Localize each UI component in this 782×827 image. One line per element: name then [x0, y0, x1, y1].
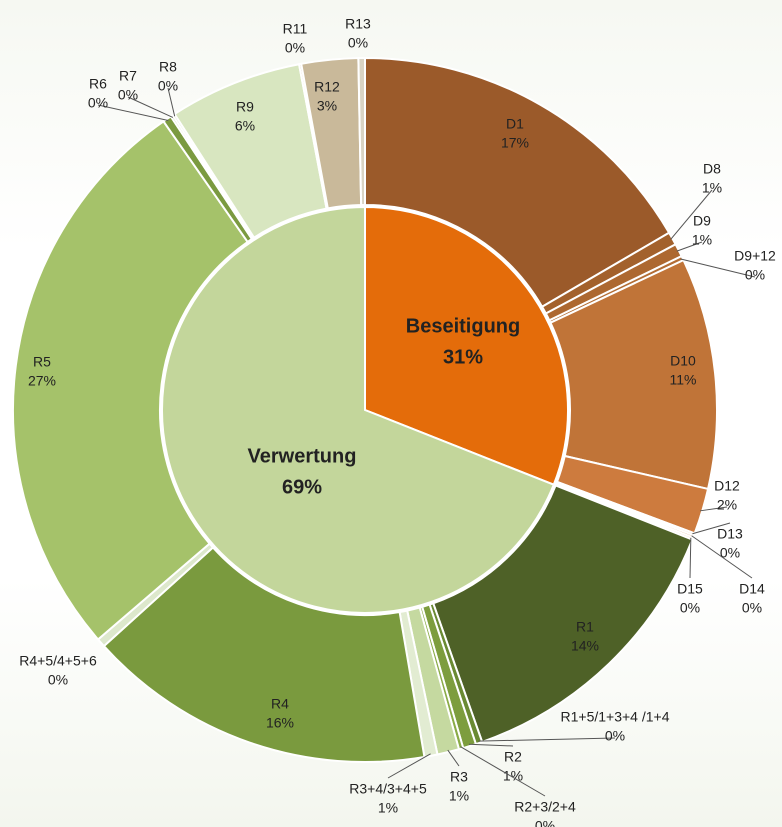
inner-value: 31%: [443, 346, 483, 368]
outer-value: 0%: [348, 35, 368, 51]
outer-label: R2: [504, 749, 522, 765]
outer-label: D12: [714, 478, 740, 494]
outer-slice: [431, 484, 694, 744]
outer-value: 1%: [449, 788, 469, 804]
outer-label: R4: [271, 696, 289, 712]
outer-label: D10: [670, 353, 696, 369]
outer-label: D1: [506, 116, 524, 132]
outer-label: D15: [677, 581, 703, 597]
leader-line: [460, 746, 546, 797]
outer-value: 3%: [317, 98, 337, 114]
leader-line: [478, 737, 616, 742]
outer-value: 0%: [680, 600, 700, 616]
inner-value: 69%: [282, 476, 322, 498]
leader-line: [700, 506, 728, 512]
leader-line: [689, 537, 692, 579]
outer-value: 0%: [605, 728, 625, 744]
outer-label: R11: [283, 21, 308, 37]
outer-label: R2+3/2+4: [514, 799, 576, 815]
inner-label: Verwertung: [248, 445, 357, 467]
outer-label: R1: [576, 619, 594, 635]
inner-slice: [364, 205, 569, 487]
leader-line: [680, 258, 756, 278]
outer-value: 0%: [285, 40, 305, 56]
outer-value: 0%: [118, 87, 138, 103]
outer-value: 0%: [745, 267, 765, 283]
outer-value: 0%: [720, 545, 740, 561]
outer-label: R7: [119, 68, 137, 84]
outer-label: D8: [703, 161, 721, 177]
outer-slice: [12, 119, 250, 641]
outer-label: R3: [450, 769, 468, 785]
inner-label: Beseitigung: [406, 315, 520, 337]
outer-label: R1+5/1+3+4 /1+4: [561, 709, 670, 725]
leader-line: [468, 743, 514, 747]
outer-value: 1%: [692, 232, 712, 248]
outer-value: 14%: [571, 638, 599, 654]
outer-label: R3+4/3+4+5: [349, 781, 427, 797]
outer-label: D13: [717, 526, 743, 542]
leader-line: [167, 87, 176, 117]
outer-label: R9: [236, 99, 254, 115]
outer-value: 0%: [48, 672, 68, 688]
outer-value: 0%: [535, 818, 555, 827]
outer-label: D14: [739, 581, 765, 597]
outer-slice: [102, 546, 426, 763]
outer-label: R4+5/4+5+6: [19, 653, 97, 669]
leader-line: [691, 535, 753, 579]
outer-label: R8: [159, 59, 177, 75]
outer-value: 0%: [88, 95, 108, 111]
outer-label: D9: [693, 213, 711, 229]
outer-value: 0%: [158, 78, 178, 94]
outer-label: R13: [345, 16, 371, 32]
outer-value: 11%: [670, 372, 697, 388]
outer-value: 17%: [501, 135, 529, 151]
outer-value: 27%: [28, 373, 56, 389]
outer-slice: [357, 56, 366, 207]
outer-value: 1%: [378, 800, 398, 816]
outer-value: 6%: [235, 118, 255, 134]
outer-label: R12: [314, 79, 340, 95]
outer-label: R6: [89, 76, 107, 92]
leader-line: [387, 753, 431, 779]
outer-value: 1%: [702, 180, 722, 196]
leader-line: [127, 96, 174, 118]
outer-slice: [364, 56, 671, 309]
leader-line: [692, 522, 731, 535]
leader-line: [676, 241, 703, 252]
leader-line: [97, 104, 169, 122]
outer-value: 16%: [266, 715, 294, 731]
inner-slice: [161, 205, 556, 614]
leader-line: [670, 189, 713, 240]
outer-label: D9+12: [734, 248, 776, 264]
outer-value: 2%: [717, 497, 737, 513]
leader-line: [447, 749, 460, 767]
outer-value: 0%: [742, 600, 762, 616]
outer-label: R5: [33, 354, 51, 370]
